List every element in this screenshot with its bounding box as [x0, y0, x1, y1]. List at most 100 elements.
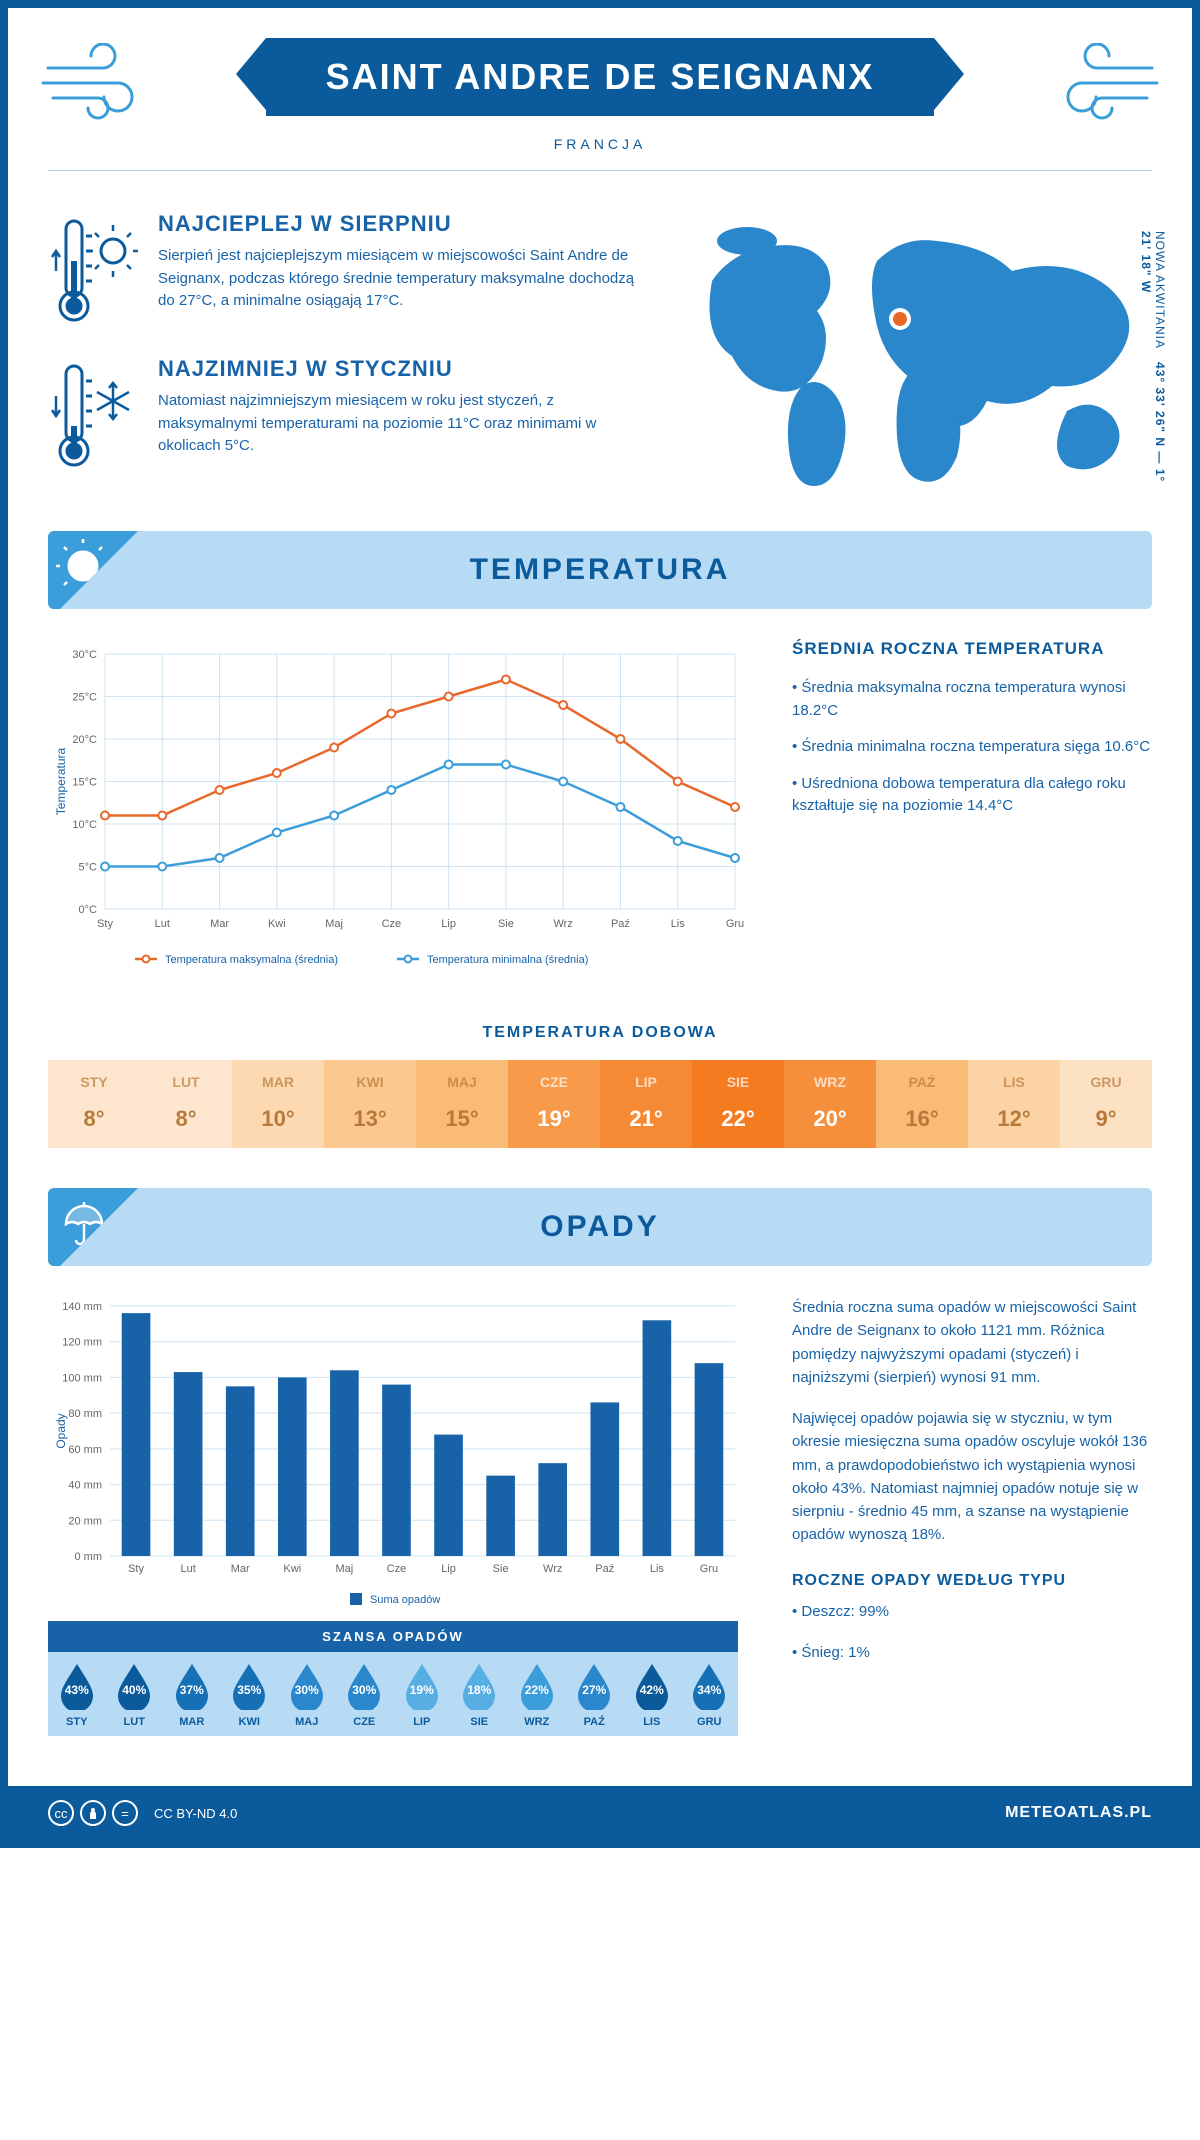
chance-cell: 43% STY — [48, 1652, 106, 1736]
brand-label: METEOATLAS.PL — [1005, 1804, 1152, 1822]
chance-cell: 30% MAJ — [278, 1652, 336, 1736]
chance-cell: 30% CZE — [336, 1652, 394, 1736]
precip-type: • Deszcz: 99% — [792, 1600, 1152, 1623]
svg-text:Wrz: Wrz — [554, 918, 573, 930]
chance-cell: 22% WRZ — [508, 1652, 566, 1736]
by-icon — [80, 1800, 106, 1826]
wind-icon-right — [1042, 43, 1162, 123]
precip-type: • Śnieg: 1% — [792, 1641, 1152, 1664]
thermometer-hot-icon — [48, 211, 138, 331]
svg-text:140 mm: 140 mm — [62, 1301, 102, 1313]
daily-temp-cell: GRU 9° — [1060, 1060, 1152, 1148]
svg-text:30°C: 30°C — [72, 649, 97, 661]
intro-section: NAJCIEPLEJ W SIERPNIU Sierpień jest najc… — [8, 191, 1192, 531]
svg-text:60 mm: 60 mm — [68, 1444, 102, 1456]
map-block: NOWA AKWITANIA 43° 33' 26" N — 1° 21' 18… — [672, 211, 1152, 501]
temperature-line-chart: 0°C5°C10°C15°C20°C25°C30°CStyLutMarKwiMa… — [48, 639, 752, 984]
svg-text:Sie: Sie — [493, 1563, 509, 1575]
svg-text:Lip: Lip — [441, 1563, 456, 1575]
svg-text:Temperatura maksymalna (średni: Temperatura maksymalna (średnia) — [165, 954, 338, 966]
svg-text:40 mm: 40 mm — [68, 1480, 102, 1492]
svg-text:Temperatura: Temperatura — [54, 747, 68, 815]
daily-temp-cell: MAR 10° — [232, 1060, 324, 1148]
world-map-icon — [672, 211, 1152, 491]
svg-text:0 mm: 0 mm — [75, 1551, 103, 1563]
svg-text:Maj: Maj — [336, 1563, 354, 1575]
location-title: SAINT ANDRE DE SEIGNANX — [266, 38, 935, 116]
nd-icon: = — [112, 1800, 138, 1826]
warmest-block: NAJCIEPLEJ W SIERPNIU Sierpień jest najc… — [48, 211, 642, 331]
svg-text:Lut: Lut — [155, 918, 170, 930]
daily-temp-cell: LUT 8° — [140, 1060, 232, 1148]
svg-text:25°C: 25°C — [72, 692, 97, 704]
precip-chance-table: SZANSA OPADÓW 43% STY 40% LUT 37% MAR — [48, 1621, 738, 1736]
header: SAINT ANDRE DE SEIGNANX FRANCJA — [8, 8, 1192, 191]
coldest-text: Natomiast najzimniejszym miesiącem w rok… — [158, 390, 642, 458]
svg-text:15°C: 15°C — [72, 777, 97, 789]
daily-temp-cell: MAJ 15° — [416, 1060, 508, 1148]
wind-icon-left — [38, 43, 158, 123]
chance-cell: 18% SIE — [451, 1652, 509, 1736]
daily-temp-cell: SIE 22° — [692, 1060, 784, 1148]
temperature-section-header: TEMPERATURA — [48, 531, 1152, 609]
svg-text:Wrz: Wrz — [543, 1563, 562, 1575]
svg-text:Mar: Mar — [210, 918, 229, 930]
license-block: cc = CC BY-ND 4.0 — [48, 1800, 237, 1826]
warmest-title: NAJCIEPLEJ W SIERPNIU — [158, 211, 642, 237]
svg-text:Mar: Mar — [231, 1563, 250, 1575]
svg-text:Cze: Cze — [387, 1563, 407, 1575]
svg-text:Maj: Maj — [325, 918, 343, 930]
precip-bar-chart: 0 mm 20 mm 40 mm 60 mm 80 mm 100 mm 120 mm 140 … — [48, 1296, 752, 1621]
svg-text:Sty: Sty — [128, 1563, 144, 1575]
daily-temp-cell: LIP 21° — [600, 1060, 692, 1148]
svg-text:Cze: Cze — [382, 918, 402, 930]
svg-text:Sty: Sty — [97, 918, 113, 930]
svg-text:0°C: 0°C — [79, 904, 98, 916]
coldest-title: NAJZIMNIEJ W STYCZNIU — [158, 356, 642, 382]
footer: cc = CC BY-ND 4.0 METEOATLAS.PL — [8, 1786, 1192, 1840]
country-subtitle: FRANCJA — [48, 136, 1152, 171]
svg-text:120 mm: 120 mm — [62, 1337, 102, 1349]
chance-cell: 37% MAR — [163, 1652, 221, 1736]
temp-bullet: • Średnia minimalna roczna temperatura s… — [792, 736, 1152, 759]
svg-text:Lip: Lip — [441, 918, 456, 930]
daily-temp-cell: STY 8° — [48, 1060, 140, 1148]
svg-text:100 mm: 100 mm — [62, 1372, 102, 1384]
svg-text:20 mm: 20 mm — [68, 1515, 102, 1527]
svg-text:Gru: Gru — [726, 918, 744, 930]
temperature-info: ŚREDNIA ROCZNA TEMPERATURA • Średnia mak… — [792, 639, 1152, 984]
daily-temp-cell: KWI 13° — [324, 1060, 416, 1148]
chance-cell: 35% KWI — [221, 1652, 279, 1736]
svg-text:Lut: Lut — [180, 1563, 195, 1575]
svg-text:5°C: 5°C — [79, 862, 98, 874]
warmest-text: Sierpień jest najcieplejszym miesiącem w… — [158, 245, 642, 313]
daily-temp-table: STY 8° LUT 8° MAR 10° KWI 13° MAJ 15° CZ… — [48, 1060, 1152, 1148]
daily-temp-cell: LIS 12° — [968, 1060, 1060, 1148]
chance-cell: 34% GRU — [681, 1652, 739, 1736]
temp-bullet: • Uśredniona dobowa temperatura dla całe… — [792, 773, 1152, 818]
precip-section-header: OPADY — [48, 1188, 1152, 1266]
svg-text:Lis: Lis — [671, 918, 686, 930]
chance-cell: 40% LUT — [106, 1652, 164, 1736]
svg-text:Paź: Paź — [595, 1563, 614, 1575]
svg-text:Paź: Paź — [611, 918, 630, 930]
daily-temp-cell: CZE 19° — [508, 1060, 600, 1148]
infographic-frame: SAINT ANDRE DE SEIGNANX FRANCJA — [0, 0, 1200, 1848]
chance-cell: 19% LIP — [393, 1652, 451, 1736]
daily-temp-cell: WRZ 20° — [784, 1060, 876, 1148]
coordinates-label: NOWA AKWITANIA 43° 33' 26" N — 1° 21' 18… — [1139, 231, 1167, 501]
thermometer-cold-icon — [48, 356, 138, 476]
svg-text:Suma opadów: Suma opadów — [370, 1594, 440, 1606]
svg-text:20°C: 20°C — [72, 734, 97, 746]
cc-icon: cc — [48, 1800, 74, 1826]
daily-temp-cell: PAŹ 16° — [876, 1060, 968, 1148]
svg-text:Sie: Sie — [498, 918, 514, 930]
daily-temp-title: TEMPERATURA DOBOWA — [8, 1024, 1192, 1042]
svg-text:Opady: Opady — [54, 1413, 68, 1448]
coldest-block: NAJZIMNIEJ W STYCZNIU Natomiast najzimni… — [48, 356, 642, 476]
temp-bullet: • Średnia maksymalna roczna temperatura … — [792, 677, 1152, 722]
chance-cell: 42% LIS — [623, 1652, 681, 1736]
svg-text:80 mm: 80 mm — [68, 1408, 102, 1420]
svg-text:Kwi: Kwi — [268, 918, 286, 930]
svg-text:Gru: Gru — [700, 1563, 718, 1575]
